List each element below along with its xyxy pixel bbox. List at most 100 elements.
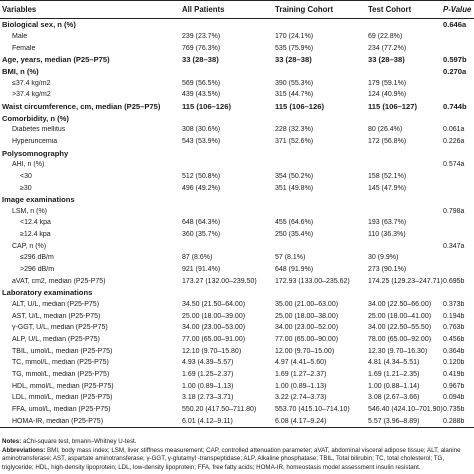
test-cohort-cell: 110 (36.3%) [368, 231, 406, 239]
training-cohort-cell: 170 (24.1%) [275, 32, 314, 40]
training-cohort-cell: 315 (44.7%) [275, 91, 314, 99]
p-value-cell: 0.744b [443, 101, 467, 111]
p-value-cell: 0.194b [443, 312, 465, 320]
all-patients-cell: 6.01 (4.12–9.11) [182, 417, 233, 425]
variable-cell: Comorbidity, n (%) [2, 113, 69, 123]
all-patients-cell: 4.93 (4.39–5.57) [182, 359, 234, 367]
notes-line: Notes: aChi-square test, bmann–Whitney U… [2, 438, 472, 447]
table-body: Biological sex, n (%) 0.646a Male 239 (23.7… [0, 19, 474, 428]
all-patients-cell: 173.27 (132.00–239.50) [182, 277, 257, 285]
all-patients-cell: 360 (35.7%) [182, 231, 221, 239]
test-cohort-cell: 3.08 (2.67–3.66) [368, 394, 420, 402]
training-cohort-cell: 35.00 (21.00–63.00) [275, 301, 339, 309]
abbreviations-line: Abbreviations: BMI, body mass index; LSM… [2, 447, 472, 473]
all-patients-cell: 439 (43.5%) [182, 91, 221, 99]
p-value-cell: 0.419b [443, 371, 465, 379]
header-p-value: P-Value [443, 5, 472, 14]
all-patients-cell: 77.00 (65.00–91.00) [182, 336, 246, 344]
table-notes: Notes: aChi-square test, bmann–Whitney U… [2, 438, 472, 472]
test-cohort-cell: 12.30 (9.70–16.30) [368, 347, 428, 355]
table-row: <30 512 (50.8%) 354 (50.2%) 158 (52.1%) [0, 171, 474, 183]
training-cohort-cell: 172.93 (133.00–235.62) [275, 277, 350, 285]
variable-cell: Hyperuricemia [12, 137, 58, 145]
variable-cell: <12.4 kpa [20, 219, 51, 227]
header-training-cohort: Training Cohort [275, 5, 334, 14]
all-patients-cell: 550.20 (417.50–711.80) [182, 405, 257, 413]
all-patients-cell: 239 (23.7%) [182, 32, 221, 40]
training-cohort-cell: 455 (64.6%) [275, 219, 314, 227]
variable-cell: <30 [20, 172, 32, 180]
all-patients-cell: 115 (106–126) [182, 101, 231, 111]
table-row: TBIL, umol/L, median (P25-P75) 12.10 (9.7… [0, 345, 474, 357]
test-cohort-cell: 25.00 (18.00–41.00) [368, 312, 432, 320]
table-row: LDL, mmol/L, median (P25-P75) 3.18 (2.73–… [0, 392, 474, 404]
p-value-cell: 0.094b [443, 394, 465, 402]
p-value-cell: 0.574a [443, 161, 465, 169]
test-cohort-cell: 124 (40.9%) [368, 91, 407, 99]
p-value-cell: 0.967b [443, 382, 465, 390]
all-patients-cell: 569 (56.5%) [182, 79, 221, 87]
training-cohort-cell: 1.00 (0.89–1.13) [275, 382, 327, 390]
table-header-row: Variables All Patients Training Cohort T… [0, 0, 474, 19]
table-row: FFA, umol/L, median (P25-P75) 550.20 (417… [0, 404, 474, 416]
training-cohort-cell: 1.69 (1.27–2.37) [275, 371, 327, 379]
variable-cell: >296 dB/m [20, 266, 55, 274]
table-row: >296 dB/m 921 (91.4%) 648 (91.9%) 273 (90.1… [0, 264, 474, 276]
p-value-cell: 0.763b [443, 324, 465, 332]
variable-cell: aVAT, cm2, median (P25-P75) [12, 277, 106, 285]
test-cohort-cell: 34.00 (22.50–55.50) [368, 324, 432, 332]
training-cohort-cell: 4.97 (4.41–5.60) [275, 359, 327, 367]
table-row: HDL, mmol/L, median (P25-P75) 1.00 (0.89–… [0, 380, 474, 392]
test-cohort-cell: 69 (22.8%) [368, 32, 403, 40]
test-cohort-cell: 546.40 (424.10–701.90) [368, 405, 443, 413]
training-cohort-cell: 34.00 (23.00–52.00) [275, 324, 339, 332]
variable-cell: HDL, mmol/L, median (P25-P75) [12, 382, 114, 390]
variable-cell: TC, mmol/L, median (P25-P75) [12, 359, 109, 367]
variable-cell: CAP, n (%) [12, 242, 47, 250]
p-value-cell: 0.597b [443, 55, 467, 65]
section-row: Waist circumference, cm, median (P25–P75… [0, 101, 474, 113]
section-row: BMI, n (%) 0.270a [0, 66, 474, 78]
p-value-cell: 0.798a [443, 207, 465, 215]
variable-cell: Waist circumference, cm, median (P25–P75… [2, 101, 161, 111]
all-patients-cell: 496 (49.2%) [182, 184, 221, 192]
table-row: ≥12.4 kpa 360 (35.7%) 250 (35.4%) 110 (36.3… [0, 229, 474, 241]
test-cohort-cell: 78.00 (65.00–92.00) [368, 336, 432, 344]
variable-cell: BMI, n (%) [2, 66, 39, 76]
section-row: Age, years, median (P25–P75) 33 (28–38) 33… [0, 54, 474, 66]
variable-cell: ≤296 dB/m [20, 254, 54, 262]
all-patients-cell: 25.00 (18.00–39.00) [182, 312, 246, 320]
variable-cell: Age, years, median (P25–P75) [2, 55, 110, 65]
training-cohort-cell: 553.70 (415.10–714.10) [275, 405, 350, 413]
training-cohort-cell: 250 (35.4%) [275, 231, 314, 239]
variable-cell: Polysomnography [2, 148, 69, 158]
test-cohort-cell: 273 (90.1%) [368, 266, 407, 274]
section-row: Image examinations [0, 194, 474, 206]
all-patients-cell: 34.00 (23.00–53.00) [182, 324, 246, 332]
test-cohort-cell: 5.57 (3.96–8.89) [368, 417, 420, 425]
test-cohort-cell: 1.00 (0.88–1.14) [368, 382, 420, 390]
test-cohort-cell: 179 (59.1%) [368, 79, 407, 87]
p-value-cell: 0.735b [443, 405, 465, 413]
training-cohort-cell: 371 (52.6%) [275, 137, 314, 145]
table-row: AST, U/L, median (P25-P75) 25.00 (18.00–3… [0, 310, 474, 322]
variable-cell: Laboratory examinations [2, 288, 93, 298]
variable-cell: TBIL, umol/L, median (P25-P75) [12, 347, 113, 355]
variable-cell: Biological sex, n (%) [2, 20, 76, 30]
training-cohort-cell: 115 (106–126) [275, 101, 324, 111]
training-cohort-cell: 25.00 (18.00–38.00) [275, 312, 339, 320]
test-cohort-cell: 33 (28–38) [368, 55, 405, 65]
p-value-cell: 0.270a [443, 66, 467, 76]
test-cohort-cell: 172 (56.8%) [368, 137, 407, 145]
baseline-characteristics-table: Variables All Patients Training Cohort T… [0, 0, 474, 428]
section-row: Polysomnography [0, 147, 474, 159]
training-cohort-cell: 535 (75.9%) [275, 44, 314, 52]
training-cohort-cell: 354 (50.2%) [275, 172, 314, 180]
training-cohort-cell: 3.22 (2.74–3.73) [275, 394, 327, 402]
test-cohort-cell: 115 (106–127) [368, 101, 417, 111]
variable-cell: AST, U/L, median (P25-P75) [12, 312, 101, 320]
header-variables: Variables [2, 5, 37, 14]
variable-cell: ≥12.4 kpa [20, 231, 51, 239]
p-value-cell: 0.226a [443, 137, 465, 145]
abbreviations-label: Abbreviations: [2, 446, 46, 454]
